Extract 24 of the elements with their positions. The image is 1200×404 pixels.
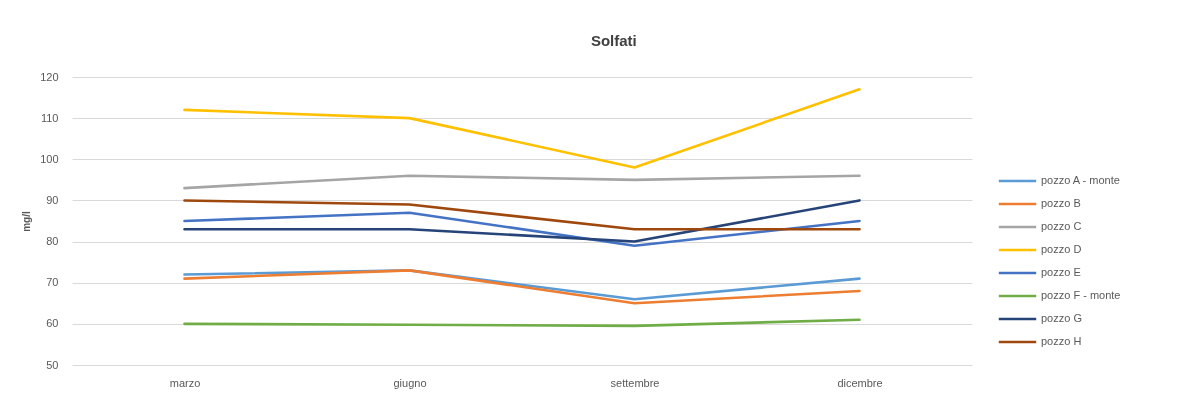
legend-label: pozzo H <box>1041 335 1082 347</box>
legend-label: pozzo D <box>1041 243 1082 255</box>
y-tick-label: 120 <box>40 70 59 83</box>
legend-label: pozzo G <box>1041 312 1082 324</box>
y-tick-label: 90 <box>46 193 59 206</box>
y-tick-label: 110 <box>40 111 59 124</box>
y-tick-label: 70 <box>46 276 59 289</box>
x-tick-label: marzo <box>169 376 201 389</box>
y-tick-label: 100 <box>40 152 59 165</box>
legend-label: pozzo B <box>1041 197 1081 209</box>
legend-label: pozzo C <box>1041 220 1082 232</box>
x-tick-label: dicembre <box>837 376 883 389</box>
x-tick-label: settembre <box>610 376 660 389</box>
legend-label: pozzo E <box>1041 266 1081 278</box>
y-tick-label: 60 <box>46 317 59 330</box>
legend-label: pozzo F - monte <box>1041 289 1121 301</box>
legend-label: pozzo A - monte <box>1041 174 1120 186</box>
y-tick-label: 80 <box>46 235 59 248</box>
y-tick-label: 50 <box>46 358 59 371</box>
x-tick-label: giugno <box>393 376 427 389</box>
y-axis-title: mg/l <box>21 211 33 232</box>
line-series <box>183 318 861 328</box>
chart-title: Solfati <box>590 32 637 49</box>
line-series <box>183 88 861 169</box>
